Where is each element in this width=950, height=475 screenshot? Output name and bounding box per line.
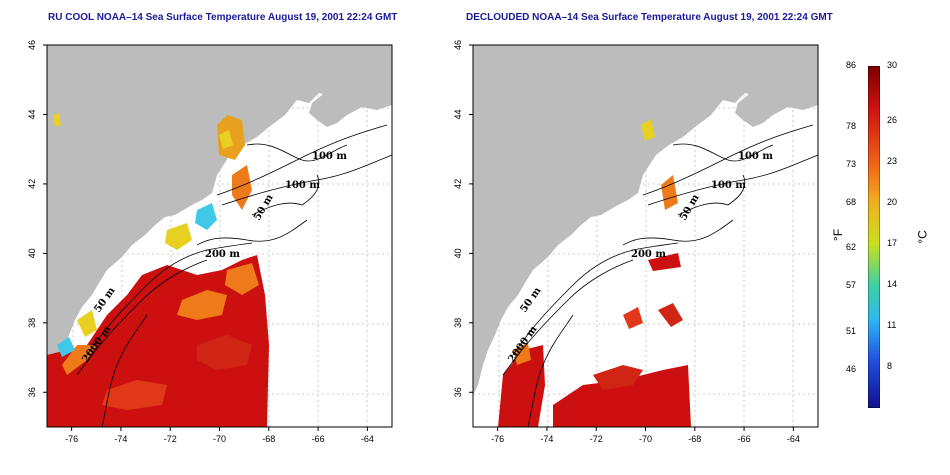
- bathymetry-contours: [76, 124, 393, 428]
- bathymetry-contours: [502, 124, 819, 428]
- lat-tick-label: 36: [27, 387, 37, 397]
- lat-tick-label: 46: [27, 40, 37, 50]
- fahrenheit-tick-label: 78: [846, 120, 857, 131]
- lon-tick-label: -76: [65, 434, 78, 444]
- celsius-tick-label: 14: [887, 278, 898, 289]
- lon-tick-label: -74: [114, 434, 127, 444]
- fahrenheit-tick-label: 46: [846, 364, 857, 374]
- right-map-title: DECLOUDED NOAA–14 Sea Surface Temperatur…: [466, 12, 833, 23]
- left-map-title: RU COOL NOAA–14 Sea Surface Temperature …: [48, 12, 398, 23]
- temperature-colorbar: [868, 66, 880, 408]
- land-mass: [47, 45, 392, 395]
- contour-label-200m: 200 m: [205, 249, 240, 260]
- contour-label-50m-east: 50 m: [252, 192, 276, 222]
- lat-tick-label: 38: [453, 318, 463, 328]
- sst-pixels: [498, 119, 691, 427]
- lat-axis: 36 38 40 42 44 46: [27, 40, 47, 397]
- lat-tick-label: 36: [453, 387, 463, 397]
- lon-tick-label: -70: [639, 434, 652, 444]
- lon-tick-label: -68: [688, 434, 701, 444]
- left-map-svg: 100 m 100 m 50 m 200 m 50 m 2000 m -76 -7…: [27, 40, 393, 444]
- lat-tick-label: 38: [27, 318, 37, 328]
- right-map-svg: 100 m 100 m 50 m 200 m 50 m 2000 m -76 -7…: [453, 40, 819, 444]
- lat-axis: 36 38 40 42 44 46: [453, 40, 473, 397]
- lon-tick-label: -64: [361, 434, 374, 444]
- lon-tick-label: -72: [164, 434, 177, 444]
- lon-axis: -76 -74 -72 -70 -68 -66 -64: [65, 427, 374, 444]
- lon-tick-label: -66: [738, 434, 751, 444]
- lon-tick-label: -66: [312, 434, 325, 444]
- celsius-tick-label: 11: [887, 319, 897, 330]
- contour-label-50m-west: 50 m: [518, 285, 543, 315]
- contour-label-100m-north: 100 m: [312, 151, 347, 162]
- fahrenheit-tick-label: 68: [846, 196, 857, 207]
- right-sst-map: 100 m 100 m 50 m 200 m 50 m 2000 m -76 -7…: [453, 40, 819, 444]
- left-sst-map: 100 m 100 m 50 m 200 m 50 m 2000 m -76 -7…: [27, 40, 393, 444]
- celsius-tick-label: 8: [887, 360, 893, 371]
- lat-tick-label: 40: [27, 248, 37, 258]
- lat-tick-label: 46: [453, 40, 463, 50]
- celsius-tick-label: 17: [887, 237, 898, 248]
- fahrenheit-tick-label: 51: [846, 326, 857, 336]
- lon-tick-label: -68: [262, 434, 275, 444]
- contour-label-200m: 200 m: [631, 249, 666, 260]
- fahrenheit-tick-label: 73: [846, 158, 857, 169]
- fahrenheit-tick-label: 62: [846, 242, 857, 253]
- fahrenheit-unit: °F: [831, 228, 846, 242]
- celsius-tick-label: 20: [887, 196, 898, 207]
- contour-label-100m: 100 m: [711, 180, 746, 191]
- lat-tick-label: 42: [453, 179, 463, 189]
- lat-tick-label: 44: [453, 109, 463, 119]
- lon-tick-label: -70: [213, 434, 226, 444]
- sst-pixels: [47, 113, 269, 427]
- lon-tick-label: -72: [590, 434, 603, 444]
- lon-tick-label: -74: [540, 434, 553, 444]
- lon-axis: -76 -74 -72 -70 -68 -66 -64: [491, 427, 800, 444]
- celsius-unit: °C: [915, 230, 930, 244]
- fahrenheit-tick-label: 86: [846, 60, 857, 70]
- fahrenheit-tick-label: 57: [846, 280, 857, 291]
- contour-label-50m-east: 50 m: [678, 192, 702, 222]
- lat-tick-label: 40: [453, 248, 463, 258]
- contour-label-100m: 100 m: [285, 180, 320, 191]
- lon-tick-label: -64: [787, 434, 800, 444]
- lon-tick-label: -76: [491, 434, 504, 444]
- celsius-tick-label: 26: [887, 114, 898, 125]
- celsius-tick-label: 30: [887, 60, 898, 70]
- celsius-tick-label: 23: [887, 155, 898, 166]
- land-mass: [473, 45, 818, 395]
- lat-tick-label: 44: [27, 109, 37, 119]
- contour-label-100m-north: 100 m: [738, 151, 773, 162]
- lat-tick-label: 42: [27, 179, 37, 189]
